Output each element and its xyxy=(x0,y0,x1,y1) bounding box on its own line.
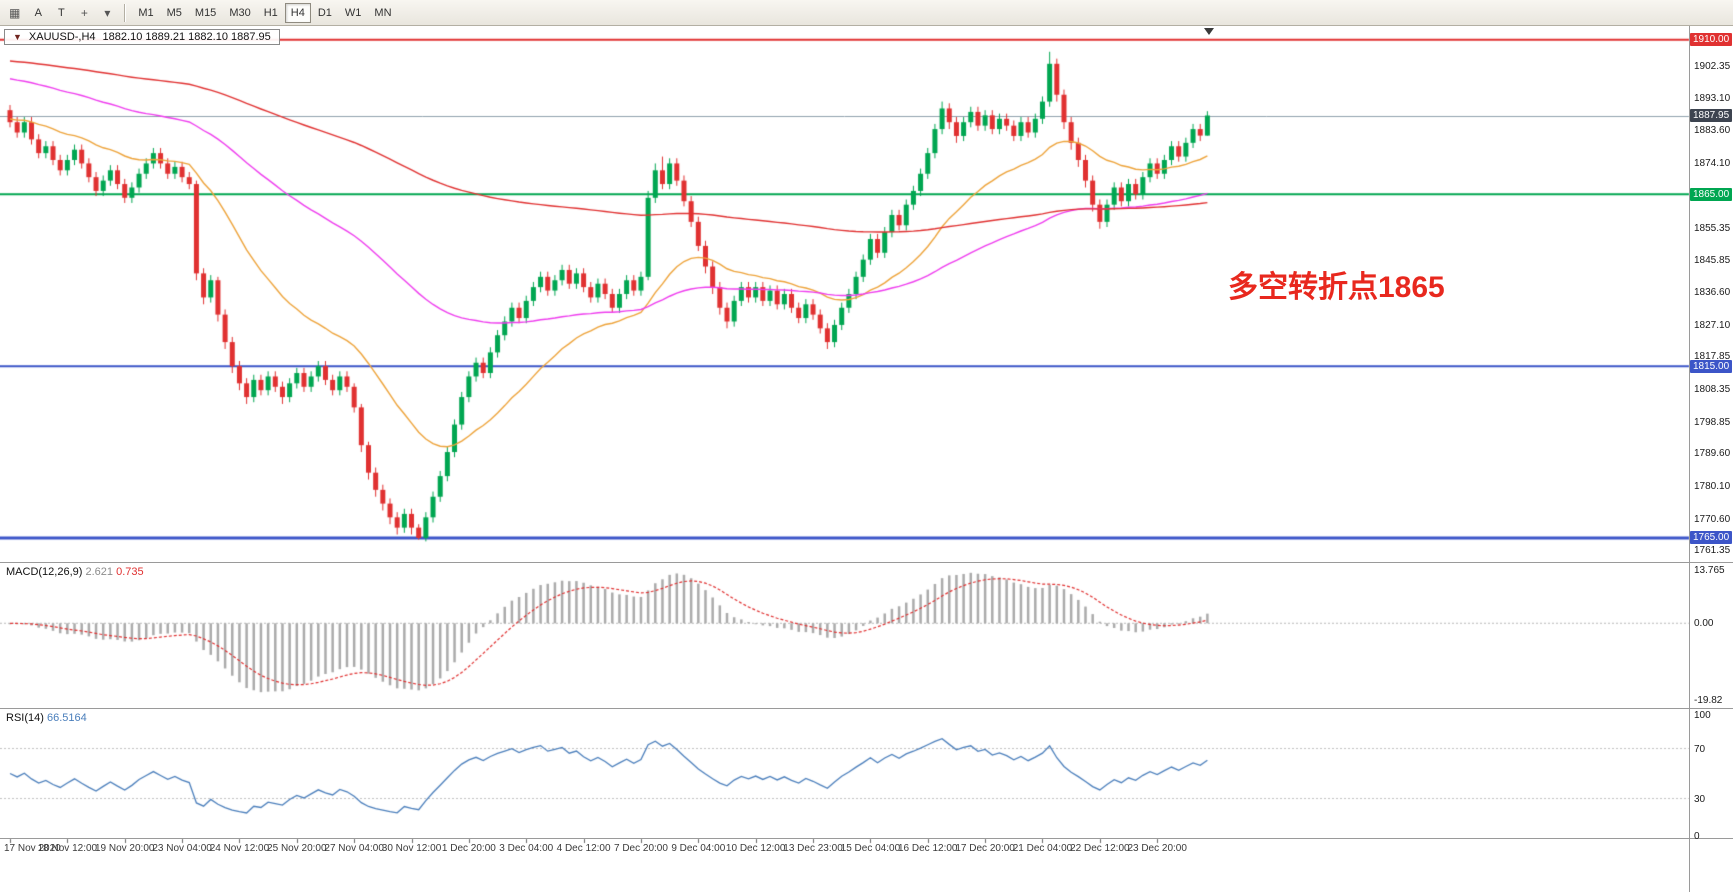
price-tick-label: 1883.60 xyxy=(1694,125,1731,137)
price-level-badge-191000: 1910.00 xyxy=(1690,33,1733,47)
timeframe-button-m1[interactable]: M1 xyxy=(132,3,159,23)
rsi-indicator-label: RSI(14) 66.5164 xyxy=(6,712,87,724)
rsi-scale-label: 70 xyxy=(1694,743,1706,755)
time-axis-label: 19 Nov 20:00 xyxy=(94,843,155,854)
macd-signal-value: 0.735 xyxy=(116,566,144,578)
collapse-ohlc-icon[interactable]: ▼ xyxy=(13,32,22,42)
time-axis-label: 3 Dec 04:00 xyxy=(499,843,554,854)
timeframe-button-m30[interactable]: M30 xyxy=(223,3,256,23)
time-axis-label: 24 Nov 12:00 xyxy=(209,843,270,854)
tools-dropdown-icon[interactable]: ▾ xyxy=(96,3,118,23)
time-axis-label: 30 Nov 12:00 xyxy=(381,843,442,854)
price-tick-label: 1761.35 xyxy=(1694,545,1731,557)
timeframe-button-d1[interactable]: D1 xyxy=(312,3,338,23)
time-axis-label: 7 Dec 20:00 xyxy=(613,843,668,854)
panel-resize-handle-macd[interactable] xyxy=(0,562,1733,563)
price-tick-label: 1827.10 xyxy=(1694,319,1731,331)
macd-scale-label: 13.765 xyxy=(1694,565,1725,576)
timeframe-button-m5[interactable]: M5 xyxy=(161,3,188,23)
rsi-scale-label: 0 xyxy=(1694,831,1700,842)
text-tool-button[interactable]: T xyxy=(50,3,72,23)
toolbar-separator xyxy=(124,3,127,22)
price-tick-label: 1798.85 xyxy=(1694,416,1731,428)
chart-canvas[interactable] xyxy=(0,26,1733,892)
time-axis-label: 21 Dec 04:00 xyxy=(1012,843,1073,854)
price-tick-label: 1855.35 xyxy=(1694,222,1731,234)
time-axis-label: 13 Dec 23:00 xyxy=(783,843,843,854)
current-price-badge: 1887.95 xyxy=(1690,109,1733,122)
timeframe-button-h1[interactable]: H1 xyxy=(258,3,284,23)
price-scale-border xyxy=(1689,26,1690,892)
timeframe-button-w1[interactable]: W1 xyxy=(339,3,368,23)
time-axis-label: 23 Dec 20:00 xyxy=(1127,843,1187,854)
price-tick-label: 1902.35 xyxy=(1694,61,1731,73)
price-level-badge-186500: 1865.00 xyxy=(1690,187,1733,201)
rsi-scale-label: 100 xyxy=(1694,710,1711,721)
time-axis-label: 23 Nov 04:00 xyxy=(152,843,212,854)
time-axis-label: 10 Dec 12:00 xyxy=(725,843,786,854)
time-axis-label: 27 Nov 04:00 xyxy=(324,843,384,854)
symbol-title: XAUUSD-,H4 xyxy=(28,31,96,43)
price-tick-label: 1836.60 xyxy=(1694,286,1731,298)
rsi-value: 66.5164 xyxy=(46,712,87,724)
time-axis-border xyxy=(0,838,1733,839)
symbol-ohlc-values: 1882.10 1889.21 1882.10 1887.95 xyxy=(102,31,271,43)
time-axis-label: 25 Nov 20:00 xyxy=(267,843,327,854)
price-tick-label: 1817.85 xyxy=(1694,351,1731,363)
macd-scale-label: -19.82 xyxy=(1694,695,1723,706)
rsi-scale-label: 30 xyxy=(1694,793,1706,805)
price-tick-label: 1789.60 xyxy=(1694,448,1731,460)
symbol-info-bar: ▼ XAUUSD-,H4 1882.10 1889.21 1882.10 188… xyxy=(4,29,280,45)
chart-annotation-text: 多空转折点1865 xyxy=(1228,271,1445,304)
timeframe-button-m15[interactable]: M15 xyxy=(189,3,222,23)
tool-button-group: ▦ A T + ▾ xyxy=(3,3,118,23)
price-tick-label: 1874.10 xyxy=(1694,158,1731,170)
timeframe-button-mn[interactable]: MN xyxy=(368,3,397,23)
price-tick-label: 1770.60 xyxy=(1694,513,1731,525)
time-axis-label: 22 Dec 12:00 xyxy=(1070,843,1130,854)
price-level-badge-176500: 1765.00 xyxy=(1690,531,1733,545)
panel-resize-handle-rsi[interactable] xyxy=(0,708,1733,709)
time-axis-label: 15 Dec 04:00 xyxy=(840,843,901,854)
macd-indicator-label: MACD(12,26,9) 2.621 0.735 xyxy=(6,566,144,578)
time-axis-label: 9 Dec 04:00 xyxy=(671,843,726,854)
rsi-name: RSI(14) xyxy=(6,712,44,724)
timeframe-button-h4[interactable]: H4 xyxy=(284,2,311,23)
timeframe-group: M1 M5 M15 M30 H1 H4 D1 W1 MN xyxy=(132,2,397,23)
time-axis-label: 18 Nov 12:00 xyxy=(37,843,98,854)
chart-shift-marker-icon[interactable] xyxy=(1204,28,1214,35)
time-axis-label: 17 Dec 20:00 xyxy=(955,843,1015,854)
chart-area: ▼ XAUUSD-,H4 1882.10 1889.21 1882.10 188… xyxy=(0,26,1733,892)
time-axis-label: 16 Dec 12:00 xyxy=(898,843,958,854)
time-axis-label: 17 Nov 2020 xyxy=(4,843,61,854)
toolbar: ▦ A T + ▾ M1 M5 M15 M30 H1 H4 D1 W1 MN xyxy=(0,0,1733,26)
macd-main-value: 2.621 xyxy=(85,566,114,578)
charts-grid-icon[interactable]: ▦ xyxy=(3,3,26,23)
price-tick-label: 1893.10 xyxy=(1694,92,1731,104)
time-axis-label: 1 Dec 20:00 xyxy=(441,843,496,854)
time-axis-label: 4 Dec 12:00 xyxy=(556,843,611,854)
crosshair-icon[interactable]: + xyxy=(73,3,95,23)
macd-name: MACD(12,26,9) xyxy=(6,566,83,578)
price-tick-label: 1808.35 xyxy=(1694,384,1731,395)
price-tick-label: 1845.85 xyxy=(1694,255,1731,267)
price-tick-label: 1780.10 xyxy=(1694,481,1731,493)
text-label-tool-button[interactable]: A xyxy=(27,3,49,23)
price-level-badge-181500: 1815.00 xyxy=(1690,359,1733,373)
macd-scale-label: 0.00 xyxy=(1694,618,1714,630)
